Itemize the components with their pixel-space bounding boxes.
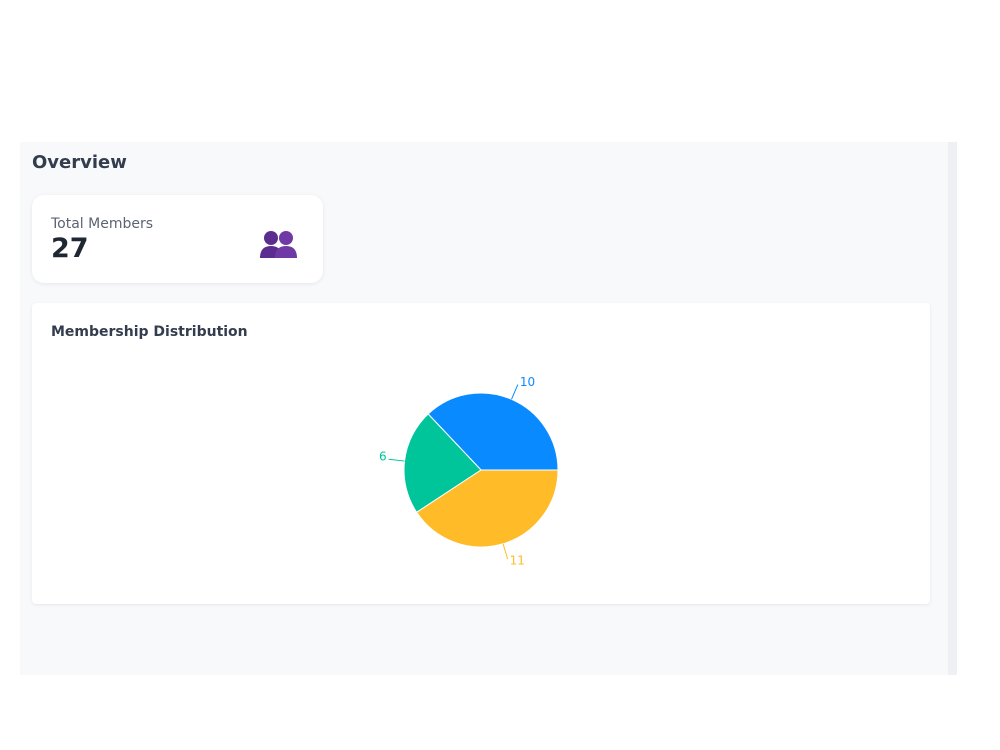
- data-label: 10: [520, 375, 535, 389]
- label-leader: [388, 458, 405, 462]
- pie-chart: 10 6 11: [379, 375, 559, 568]
- members-icon: [260, 231, 297, 258]
- page-title: Overview: [32, 152, 127, 173]
- data-label: 6: [379, 450, 387, 464]
- stat-card: Total Members 27: [32, 195, 323, 283]
- label-leader: [502, 543, 509, 560]
- scrollbar[interactable]: [948, 142, 957, 675]
- label-leader: [511, 384, 519, 400]
- chart-title: Membership Distribution: [51, 324, 248, 340]
- pie-slice: [427, 392, 559, 471]
- pie-slice: [415, 469, 559, 548]
- data-label: 11: [510, 554, 525, 568]
- stat-value: 27: [51, 233, 89, 264]
- pie-slice: [403, 413, 482, 514]
- stat-label: Total Members: [51, 216, 154, 232]
- chart-card: Membership Distribution 10 6 11: [32, 303, 930, 604]
